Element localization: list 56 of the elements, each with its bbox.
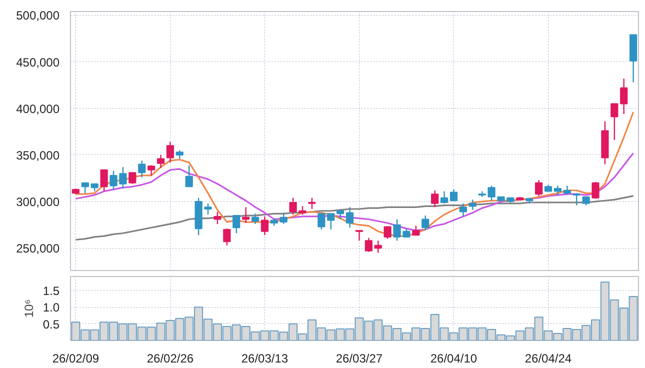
candlestick xyxy=(260,216,269,236)
candlestick xyxy=(422,214,430,232)
y-axis-title: 10⁶ xyxy=(22,299,36,318)
candlestick xyxy=(223,228,231,246)
candlestick xyxy=(534,180,543,197)
line-series xyxy=(74,111,634,237)
y-tick-label: 350,000 xyxy=(16,148,60,162)
candlestick xyxy=(327,213,335,230)
candlestick xyxy=(563,185,571,196)
candlestick xyxy=(346,206,354,228)
candlestick xyxy=(459,202,467,218)
candlestick xyxy=(214,211,222,225)
y-tick-label: 1.5 xyxy=(42,284,60,298)
candlestick xyxy=(572,192,580,206)
candlestick xyxy=(308,197,316,210)
candlestick xyxy=(355,230,364,242)
x-tick-label: 26/02/26 xyxy=(146,352,194,366)
candlestick xyxy=(440,190,448,204)
candlestick xyxy=(242,206,250,224)
candlestick xyxy=(280,212,288,225)
candlestick xyxy=(384,226,392,240)
candlestick xyxy=(364,237,372,252)
candlestick xyxy=(431,190,439,208)
x-tick-label: 26/03/13 xyxy=(241,352,288,366)
y-tick-label: 500,000 xyxy=(16,8,60,23)
candlestick xyxy=(318,213,326,230)
line-series xyxy=(74,195,634,241)
x-tick-label: 26/04/10 xyxy=(430,352,478,366)
y-tick-label: 250,000 xyxy=(16,242,60,256)
candlestick xyxy=(156,154,165,169)
candlestick xyxy=(166,141,174,164)
x-tick-label: 26/03/27 xyxy=(336,352,383,366)
y-tick-label: 450,000 xyxy=(16,55,60,70)
candlestick xyxy=(374,240,382,254)
x-tick-label: 26/04/24 xyxy=(524,352,572,366)
y-tick-label: 400,000 xyxy=(16,102,60,116)
y-tick-label: 1.0 xyxy=(42,300,60,315)
candlestick xyxy=(100,169,108,192)
candlestick xyxy=(232,214,240,234)
candlestick xyxy=(610,103,618,141)
candlestick xyxy=(138,160,146,178)
candlestick xyxy=(468,199,476,211)
candlestick xyxy=(450,188,458,202)
candlestick xyxy=(185,164,193,188)
y-tick-label: 300,000 xyxy=(16,195,60,210)
candlestick xyxy=(620,78,628,115)
candlestick xyxy=(128,172,136,184)
candlestick xyxy=(592,181,600,200)
candlestick xyxy=(81,182,89,194)
x-tick-label: 26/02/09 xyxy=(52,352,100,366)
candlestick xyxy=(148,164,156,176)
candlestick xyxy=(554,185,562,196)
y-tick-label: 0.5 xyxy=(42,317,60,332)
candlestick xyxy=(336,209,344,220)
candlestick xyxy=(412,225,420,236)
candlestick xyxy=(251,213,260,225)
